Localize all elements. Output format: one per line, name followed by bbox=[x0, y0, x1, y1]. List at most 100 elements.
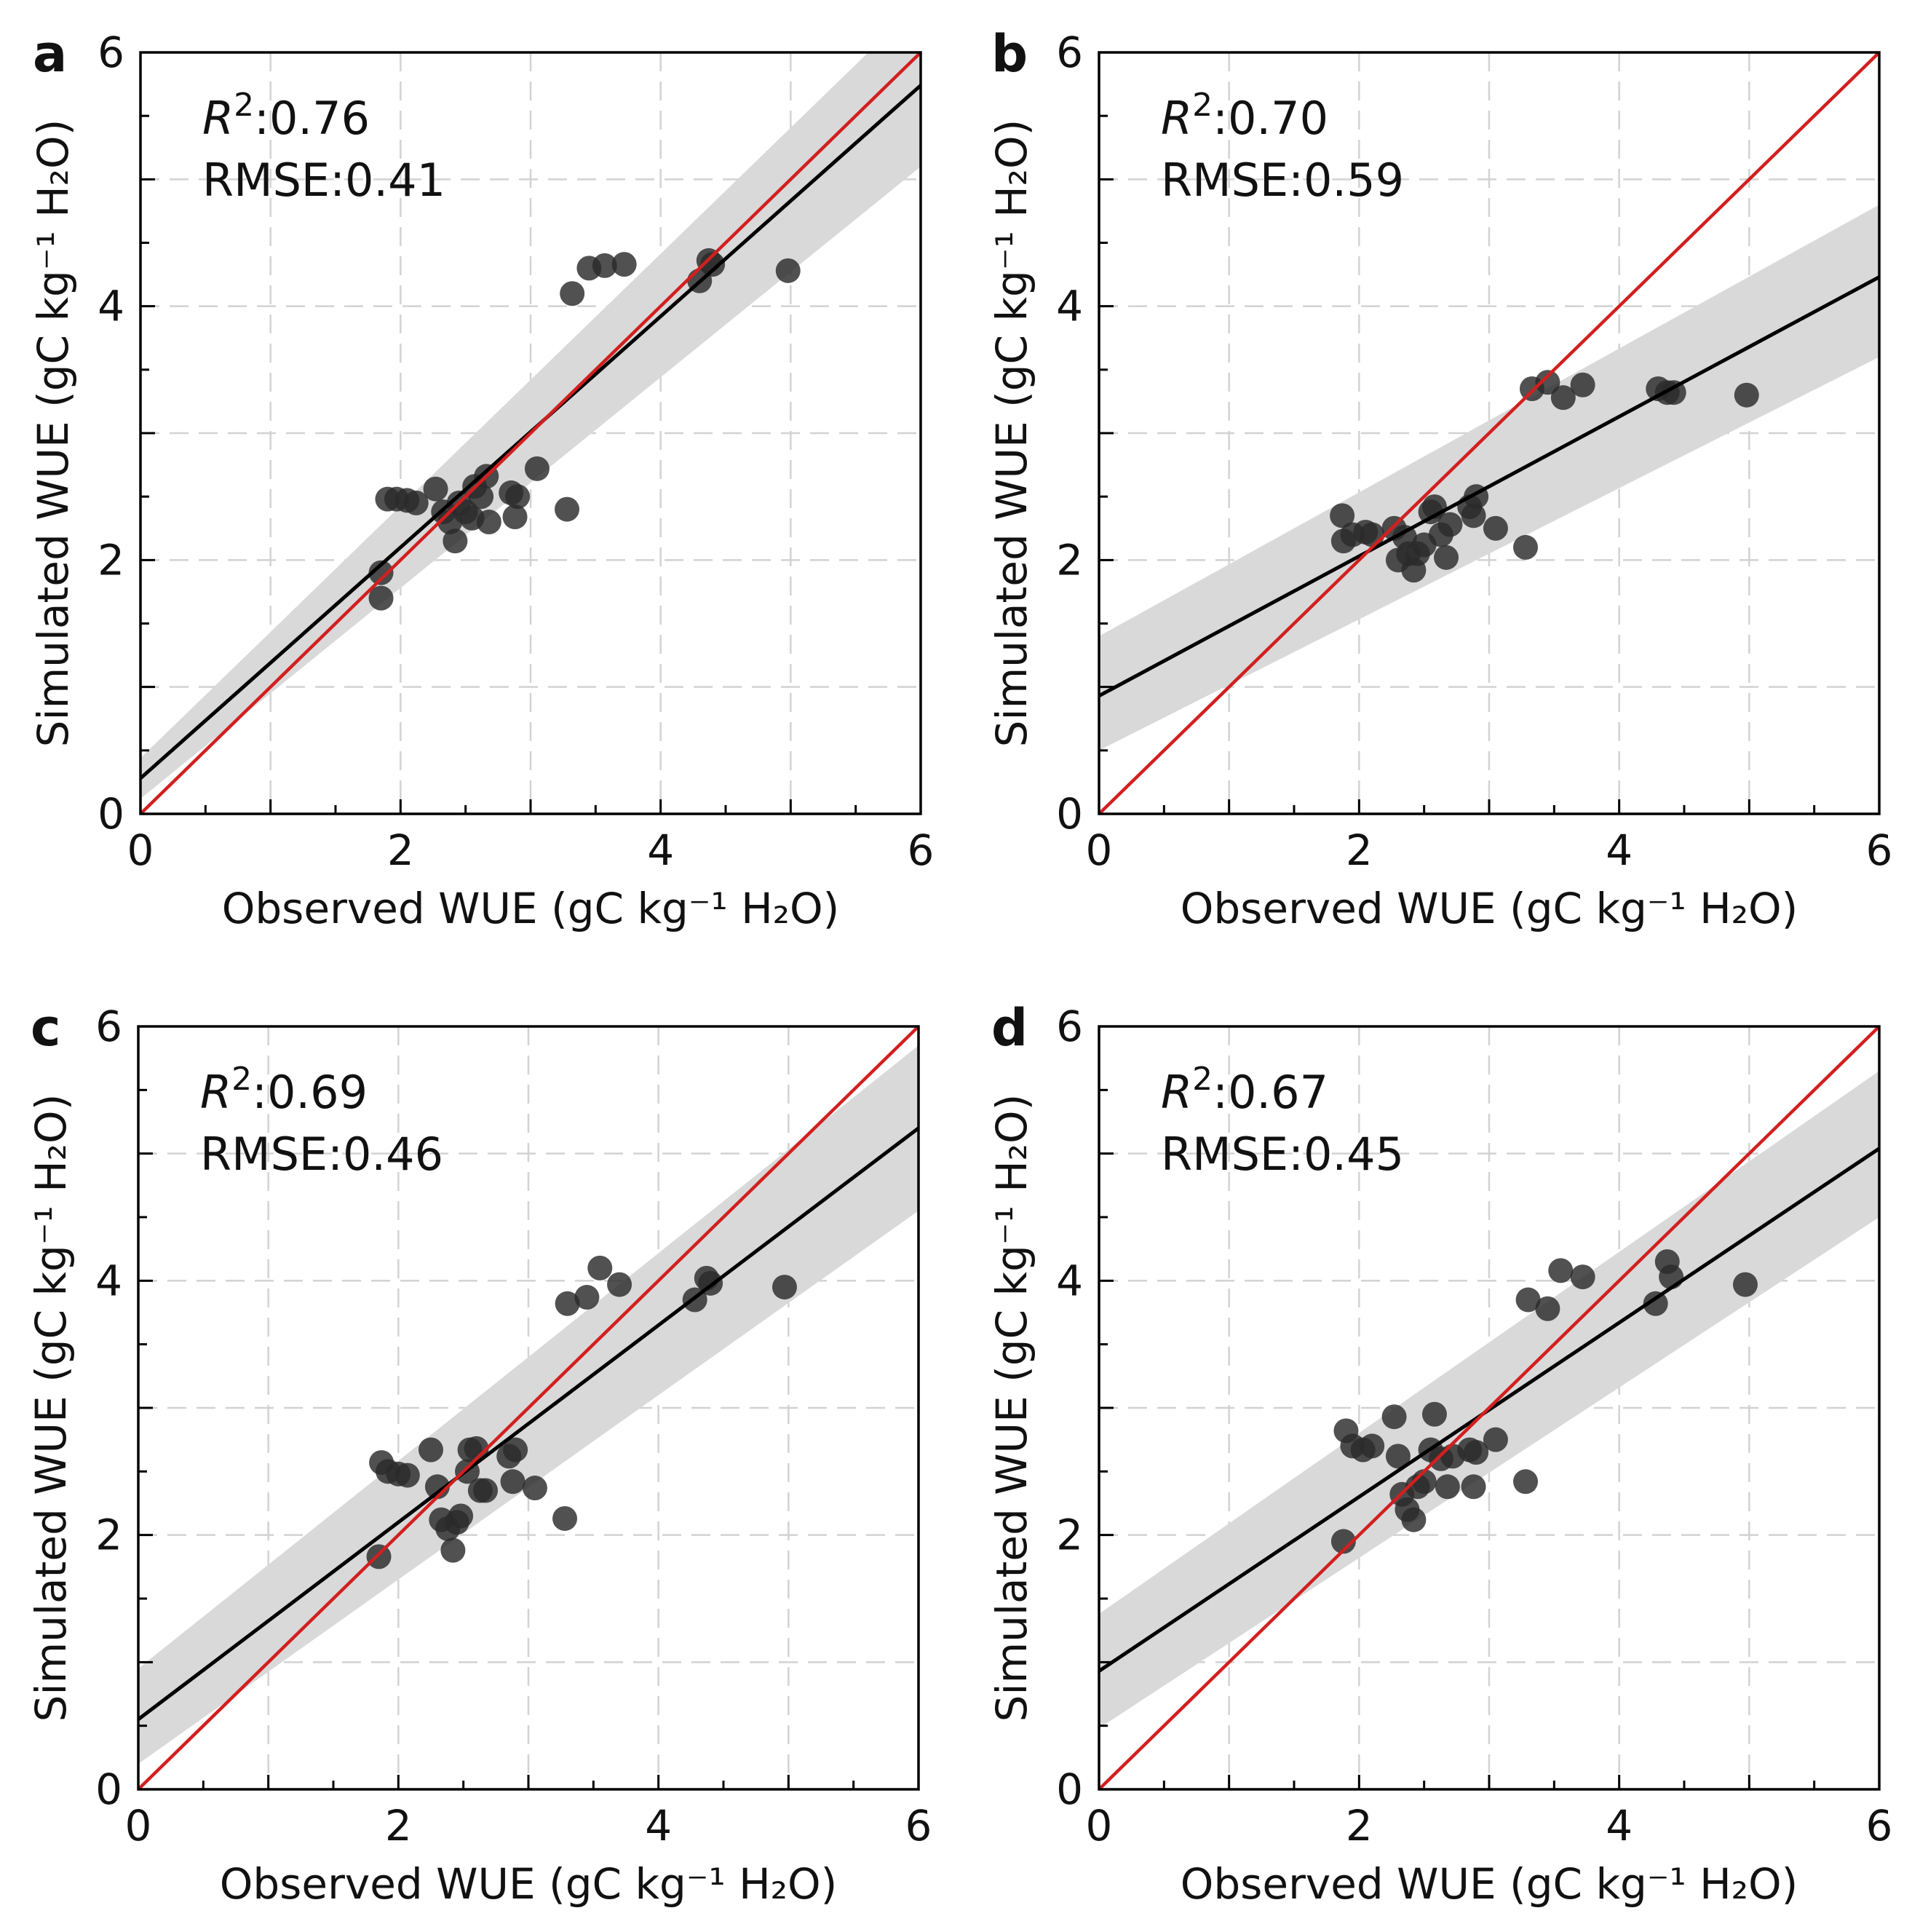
data-point bbox=[555, 496, 580, 522]
data-point bbox=[366, 1544, 392, 1569]
r-squared-label: R2:0.76 bbox=[202, 87, 370, 146]
data-point bbox=[1659, 1264, 1684, 1290]
y-tick-label: 4 bbox=[1056, 1256, 1083, 1305]
data-point bbox=[771, 1275, 797, 1300]
data-point bbox=[476, 510, 501, 535]
x-axis-title: Observed WUE (gC kg⁻¹ H₂O) bbox=[1181, 1859, 1798, 1909]
data-point bbox=[368, 560, 394, 585]
data-point bbox=[440, 1537, 466, 1563]
x-tick-label: 4 bbox=[1606, 1801, 1633, 1850]
data-point bbox=[1461, 1474, 1486, 1500]
one-to-one-line bbox=[140, 52, 921, 814]
data-point bbox=[1513, 1469, 1539, 1494]
data-point bbox=[1483, 1427, 1508, 1452]
data-point bbox=[448, 1503, 474, 1529]
r-squared-label: R2:0.70 bbox=[1161, 87, 1328, 146]
data-point bbox=[1550, 385, 1576, 411]
confidence-band bbox=[1099, 1071, 1879, 1729]
y-tick-label: 2 bbox=[1056, 1511, 1083, 1560]
y-tick-label: 6 bbox=[1056, 28, 1083, 77]
data-point bbox=[394, 1462, 420, 1488]
r-squared-exponent: 2 bbox=[231, 1061, 252, 1098]
data-point bbox=[423, 476, 448, 502]
data-point bbox=[469, 484, 494, 510]
data-point bbox=[587, 1255, 613, 1280]
x-tick-label: 4 bbox=[1606, 826, 1633, 875]
y-tick-label: 2 bbox=[95, 1511, 122, 1560]
data-point bbox=[1643, 1291, 1668, 1316]
data-point bbox=[555, 1291, 580, 1316]
data-point bbox=[1434, 545, 1459, 570]
r-squared-label: R2:0.69 bbox=[200, 1061, 368, 1120]
x-tick-label: 4 bbox=[645, 1801, 672, 1850]
data-point bbox=[700, 252, 726, 277]
r-symbol: R bbox=[202, 92, 234, 145]
y-tick-label: 0 bbox=[95, 1765, 122, 1814]
y-tick-label: 2 bbox=[98, 535, 124, 585]
y-tick-label: 6 bbox=[95, 1002, 122, 1051]
data-point bbox=[443, 528, 468, 554]
x-tick-label: 2 bbox=[385, 1801, 412, 1850]
x-tick-label: 6 bbox=[908, 826, 935, 875]
rmse-label: RMSE:0.59 bbox=[1161, 154, 1404, 207]
x-tick-label: 4 bbox=[647, 826, 674, 875]
panel-letter: b bbox=[991, 24, 1028, 84]
r-symbol: R bbox=[1161, 1066, 1192, 1119]
x-tick-label: 6 bbox=[1866, 826, 1893, 875]
y-axis-title: Simulated WUE (gC kg⁻¹ H₂O) bbox=[26, 1094, 76, 1722]
data-point bbox=[419, 1437, 443, 1462]
one-to-one-line bbox=[1099, 1026, 1879, 1789]
data-point bbox=[1464, 1440, 1489, 1465]
one-to-one-line bbox=[138, 1026, 919, 1789]
panel-d: 0 2 4 6 0 2 4 6 Observed WUE (gC kg⁻¹ H₂O) Simula… bbox=[987, 998, 1892, 1909]
r-squared-value: :0.70 bbox=[1213, 92, 1328, 145]
confidence-band bbox=[138, 1045, 919, 1765]
y-tick-label: 0 bbox=[1056, 789, 1083, 839]
y-tick-label: 2 bbox=[1056, 535, 1083, 585]
data-point bbox=[592, 253, 617, 278]
regression-line bbox=[1099, 275, 1879, 698]
data-point bbox=[1535, 370, 1560, 395]
data-point bbox=[1732, 1272, 1758, 1297]
r-squared-value: :0.67 bbox=[1213, 1066, 1328, 1119]
confidence-band bbox=[1099, 205, 1879, 751]
data-point bbox=[611, 252, 637, 277]
data-point bbox=[1548, 1258, 1574, 1283]
data-point bbox=[560, 281, 585, 306]
data-point bbox=[1330, 503, 1355, 528]
data-point bbox=[1535, 1296, 1560, 1321]
x-tick-label: 0 bbox=[127, 826, 154, 875]
x-tick-label: 2 bbox=[1346, 1801, 1373, 1850]
y-tick-label: 0 bbox=[1056, 1765, 1083, 1814]
rmse-label: RMSE:0.41 bbox=[202, 154, 445, 207]
data-point bbox=[574, 1285, 600, 1310]
panel-b: 0 2 4 6 0 2 4 6 Observed WUE (gC kg⁻¹ H₂O) Simula… bbox=[987, 24, 1892, 933]
y-tick-label: 4 bbox=[98, 282, 124, 331]
y-axis-title: Simulated WUE (gC kg⁻¹ H₂O) bbox=[987, 1094, 1036, 1722]
y-tick-label: 6 bbox=[1056, 1002, 1083, 1051]
data-point bbox=[473, 1478, 499, 1503]
data-point bbox=[502, 504, 528, 530]
data-point bbox=[1421, 1401, 1447, 1427]
data-point bbox=[1461, 503, 1486, 528]
rmse-label: RMSE:0.45 bbox=[1161, 1128, 1404, 1181]
data-point bbox=[500, 1469, 525, 1494]
data-point bbox=[775, 258, 801, 283]
data-point bbox=[1661, 380, 1686, 405]
data-point bbox=[368, 585, 394, 611]
plot-area bbox=[140, 52, 921, 814]
data-point bbox=[524, 456, 550, 481]
y-tick-label: 6 bbox=[98, 28, 124, 77]
data-point bbox=[1385, 1444, 1411, 1469]
plot-area bbox=[1099, 52, 1879, 814]
r-squared-label: R2:0.67 bbox=[1161, 1061, 1328, 1120]
plot-area bbox=[1099, 1026, 1879, 1789]
panel-letter: c bbox=[31, 998, 61, 1058]
data-point bbox=[552, 1505, 578, 1531]
data-point bbox=[1401, 1507, 1427, 1532]
r-squared-exponent: 2 bbox=[1192, 1061, 1213, 1098]
y-axis-title: Simulated WUE (gC kg⁻¹ H₂O) bbox=[987, 119, 1036, 748]
r-squared-exponent: 2 bbox=[1192, 87, 1213, 124]
data-point bbox=[1435, 1474, 1460, 1500]
